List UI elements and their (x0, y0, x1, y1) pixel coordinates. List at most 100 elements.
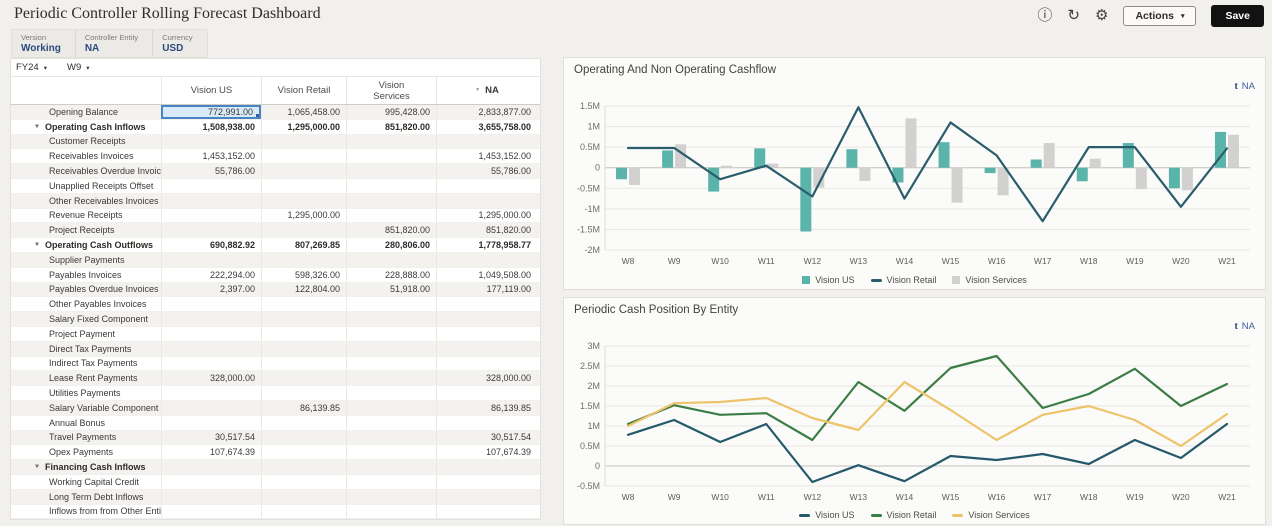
grid-cell[interactable] (261, 489, 346, 504)
chart-entity-link[interactable]: t NA (1234, 321, 1255, 332)
pov-entity-value[interactable]: NA (84, 43, 100, 54)
grid-cell[interactable] (346, 430, 436, 445)
column-header-vision-services[interactable]: Vision Services (346, 77, 436, 104)
grid-cell[interactable] (436, 489, 537, 504)
year-dropdown[interactable]: FY24 ▾ (16, 62, 47, 73)
grid-cell[interactable]: 107,674.39 (436, 445, 537, 460)
grid-cell[interactable]: 1,508,938.00 (161, 119, 261, 134)
grid-cell[interactable] (161, 386, 261, 400)
info-icon[interactable]: ⓘ (1037, 7, 1053, 24)
grid-cell[interactable] (346, 252, 436, 267)
grid-cell[interactable] (261, 415, 346, 430)
grid-cell[interactable] (346, 297, 436, 312)
grid-cell[interactable] (161, 326, 261, 341)
grid-cell[interactable]: 1,295,000.00 (261, 119, 346, 134)
grid-cell[interactable]: 1,295,000.00 (261, 208, 346, 223)
grid-cell[interactable] (261, 371, 346, 386)
grid-cell[interactable]: 55,786.00 (436, 164, 537, 178)
grid-cell[interactable] (161, 208, 261, 223)
row-header-parent[interactable]: ▼ Financing Cash Inflows (33, 462, 146, 473)
grid-cell[interactable] (261, 386, 346, 400)
grid-cell[interactable] (161, 252, 261, 267)
grid-cell[interactable] (436, 312, 537, 326)
grid-cell[interactable] (346, 504, 436, 519)
pov-currency-value[interactable]: USD (162, 43, 184, 54)
grid-cell[interactable]: 86,139.85 (261, 400, 346, 415)
grid-cell[interactable] (346, 356, 436, 371)
row-header-parent[interactable]: ▼ Operating Cash Inflows (33, 121, 146, 132)
grid-cell[interactable]: 2,833,877.00 (436, 105, 537, 119)
pov-currency[interactable]: Currency USD (153, 30, 206, 57)
grid-cell[interactable] (161, 400, 261, 415)
grid-cell[interactable] (436, 326, 537, 341)
grid-cell[interactable] (261, 149, 346, 164)
grid-cell[interactable]: 122,804.00 (261, 282, 346, 297)
save-button[interactable]: Save (1211, 5, 1264, 27)
grid-cell[interactable] (346, 460, 436, 474)
grid-cell[interactable]: 86,139.85 (436, 400, 537, 415)
row-header-parent[interactable]: ▼ Operating Cash Outflows (33, 240, 153, 251)
grid-cell[interactable]: 1,453,152.00 (161, 149, 261, 164)
grid-cell[interactable]: 851,820.00 (436, 223, 537, 238)
chart-entity-link[interactable]: t NA (1234, 81, 1255, 92)
grid-cell[interactable]: 851,820.00 (346, 119, 436, 134)
grid-cell[interactable] (161, 460, 261, 474)
grid-cell[interactable] (261, 297, 346, 312)
grid-cell[interactable] (261, 134, 346, 149)
grid-cell[interactable]: 1,065,458.00 (261, 105, 346, 119)
grid-cell[interactable]: 222,294.00 (161, 267, 261, 282)
grid-cell[interactable] (261, 312, 346, 326)
grid-cell[interactable] (261, 474, 346, 489)
grid-cell[interactable] (346, 326, 436, 341)
grid-cell[interactable] (346, 208, 436, 223)
grid-cell[interactable] (161, 356, 261, 371)
grid-cell[interactable] (346, 415, 436, 430)
grid-cell[interactable]: 55,786.00 (161, 164, 261, 178)
grid-cell[interactable]: 851,820.00 (346, 223, 436, 238)
grid-cell[interactable] (261, 252, 346, 267)
grid-cell[interactable] (161, 312, 261, 326)
grid-cell[interactable] (436, 415, 537, 430)
grid-cell[interactable]: 228,888.00 (346, 267, 436, 282)
grid-cell[interactable] (161, 297, 261, 312)
grid-cell[interactable] (346, 312, 436, 326)
grid-cell[interactable]: 1,049,508.00 (436, 267, 537, 282)
grid-cell[interactable] (161, 415, 261, 430)
grid-cell[interactable] (436, 134, 537, 149)
grid-cell[interactable] (436, 193, 537, 208)
grid-cell[interactable]: 280,806.00 (346, 238, 436, 252)
week-dropdown[interactable]: W9 ▾ (67, 62, 90, 73)
grid-cell[interactable] (346, 445, 436, 460)
grid-cell[interactable]: 3,655,758.00 (436, 119, 537, 134)
grid-cell[interactable] (261, 193, 346, 208)
pov-version-value[interactable]: Working (21, 43, 61, 54)
grid-cell[interactable]: 177,119.00 (436, 282, 537, 297)
grid-cell[interactable]: 598,326.00 (261, 267, 346, 282)
grid-cell[interactable]: 30,517.54 (161, 430, 261, 445)
grid-cell[interactable] (346, 164, 436, 178)
grid-cell[interactable] (161, 474, 261, 489)
grid-cell[interactable] (261, 445, 346, 460)
gear-icon[interactable]: ⚙ (1094, 7, 1109, 24)
grid-cell[interactable] (261, 164, 346, 178)
grid-cell[interactable]: 328,000.00 (161, 371, 261, 386)
grid-cell[interactable]: 30,517.54 (436, 430, 537, 445)
grid-cell[interactable] (161, 178, 261, 193)
grid-cell[interactable] (346, 489, 436, 504)
grid-cell[interactable] (436, 356, 537, 371)
grid-cell[interactable] (346, 371, 436, 386)
column-header-vision-us[interactable]: Vision US (161, 77, 261, 104)
grid-cell[interactable] (261, 223, 346, 238)
grid-cell[interactable]: 2,397.00 (161, 282, 261, 297)
grid-cell[interactable] (161, 489, 261, 504)
grid-cell[interactable] (261, 326, 346, 341)
grid-cell[interactable]: 807,269.85 (261, 238, 346, 252)
grid-cell[interactable]: 1,778,958.77 (436, 238, 537, 252)
grid-cell[interactable] (436, 460, 537, 474)
grid-cell[interactable] (436, 341, 537, 356)
grid-cell[interactable] (261, 178, 346, 193)
grid-cell[interactable]: 107,674.39 (161, 445, 261, 460)
actions-button[interactable]: Actions ▾ (1123, 6, 1197, 26)
refresh-icon[interactable]: ↻ (1067, 7, 1080, 24)
column-header-na[interactable]: ▼ NA (436, 77, 537, 104)
